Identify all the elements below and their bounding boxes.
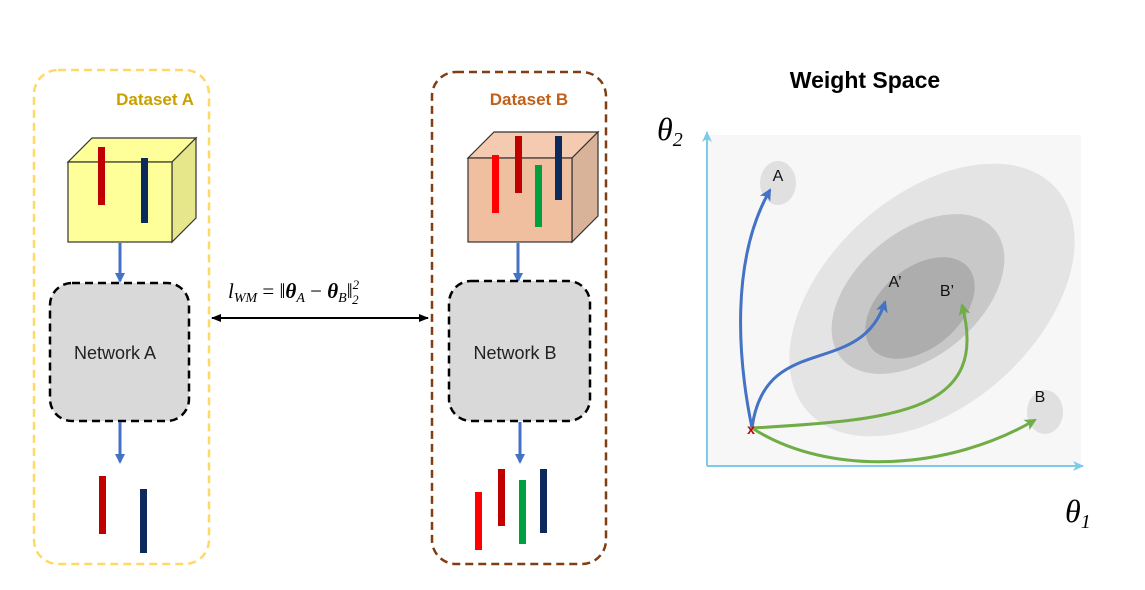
network-a-label: Network A [74,343,156,363]
output-b-bar-darkred [498,469,505,526]
cube-a-bar-navy [141,158,148,223]
weight-space-title: Weight Space [790,67,940,93]
dataset-b-border [430,70,608,566]
weight-space-panel: Weight Space θ2 θ1 A A’ B’ B x [657,67,1091,533]
cube-a-bar-red [98,147,105,205]
dataset-b-cube [466,130,600,244]
trajectory-to-b-prime [751,303,971,430]
network-a-box [48,281,191,423]
output-b-bar-green [519,480,526,544]
output-b-bar-navy [540,469,547,533]
loss-formula: lWM = ‖θA − θB‖2 2 [228,277,360,307]
point-label-a: A [773,168,784,185]
trajectory-to-b [751,418,1037,464]
axis-label-theta-1: θ1 [1065,493,1091,533]
trajectory-to-a-prime [750,300,888,429]
point-label-b: B [1035,389,1046,406]
contour-inner [865,257,975,359]
start-point-marker: x [747,421,755,437]
network-b-label: Network B [473,343,556,363]
output-b-bar-red [475,492,482,550]
axis-label-theta-2: θ2 [657,111,683,151]
dataset-a-title: Dataset A [116,90,194,109]
trajectory-to-a [739,188,772,429]
dataset-b-panel: Dataset B Network B [430,70,608,566]
dataset-a-panel: Dataset A Network A [32,68,211,566]
cube-b-bar-green [535,165,542,227]
output-a-bar-red [99,476,106,534]
output-a-bar-navy [140,489,147,553]
cube-b-bar-darkred [515,136,522,193]
cube-b-bar-red [492,155,499,213]
point-label-a-prime: A’ [888,274,901,291]
dataset-a-cube [66,136,198,244]
point-label-b-prime: B’ [940,283,954,300]
weight-matching-loss: lWM = ‖θA − θB‖2 2 [211,277,429,322]
dataset-b-title: Dataset B [490,90,568,109]
cube-b-bar-navy [555,136,562,200]
network-b-box [447,279,592,423]
